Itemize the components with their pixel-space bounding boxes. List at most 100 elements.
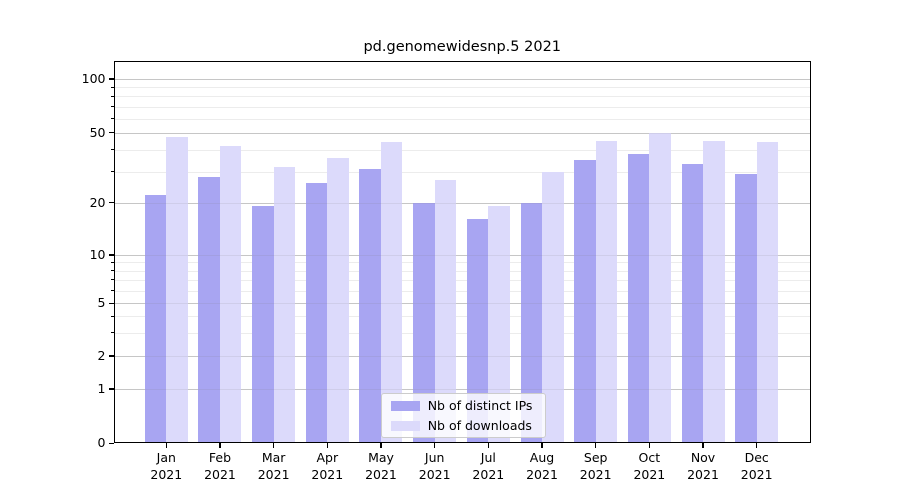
minor-gridline [113, 149, 811, 151]
bar-downloads [219, 145, 242, 444]
major-gridline [113, 202, 811, 204]
y-minor-tick-mark [111, 261, 114, 263]
y-minor-tick-mark [111, 86, 114, 88]
chart-title: pd.genomewidesnp.5 2021 [363, 39, 562, 55]
major-gridline [113, 356, 811, 357]
legend-swatch-downloads [390, 421, 420, 431]
x-tick-mark [595, 443, 597, 448]
legend-swatch-distinct-ips [390, 401, 420, 411]
y-minor-tick-mark [111, 315, 114, 317]
bar-distinct-ips [574, 159, 596, 444]
y-minor-tick-mark [111, 149, 114, 151]
x-tick-mark [756, 443, 758, 448]
bar-distinct-ips [144, 195, 167, 444]
bar-downloads [273, 166, 296, 444]
bar-downloads [327, 157, 349, 444]
y-tick-label: 50 [89, 124, 106, 140]
bar-downloads [756, 142, 779, 444]
y-tick-label: 2 [97, 348, 106, 363]
y-tick-mark [109, 388, 114, 390]
legend: Nb of distinct IPs Nb of downloads [380, 393, 547, 439]
gridline-overlay [113, 202, 811, 204]
bar-distinct-ips [735, 174, 757, 444]
minor-gridline [113, 279, 811, 281]
y-minor-tick-mark [111, 118, 114, 120]
bar-downloads [380, 142, 403, 444]
minor-gridline [113, 316, 811, 318]
x-tick-mark [487, 443, 489, 448]
x-tick-label: Jan 2021 [150, 450, 183, 482]
gridline-overlay [113, 303, 811, 305]
minor-gridline [113, 96, 811, 98]
major-gridline [113, 79, 811, 80]
minor-gridline [113, 332, 811, 334]
bar-distinct-ips [681, 164, 704, 444]
gridline-overlay [113, 132, 811, 134]
x-tick-label: Sep 2021 [579, 450, 612, 482]
x-tick-label: Mar 2021 [257, 450, 290, 482]
y-tick-mark [109, 302, 114, 304]
minor-gridline [113, 262, 811, 264]
legend-label-downloads: Nb of downloads [427, 418, 532, 434]
bar-distinct-ips [198, 176, 220, 444]
x-tick-mark [326, 443, 328, 448]
gridline-overlay [113, 79, 811, 80]
x-tick-label: Nov 2021 [687, 450, 719, 482]
legend-entry-downloads: Nb of downloads [390, 418, 537, 434]
bar-distinct-ips [305, 182, 328, 444]
x-tick-mark [219, 443, 221, 448]
y-minor-tick-mark [111, 95, 114, 97]
y-tick-label: 20 [89, 194, 106, 210]
y-minor-tick-mark [111, 270, 114, 272]
x-tick-mark [380, 443, 382, 448]
x-tick-label: May 2021 [365, 450, 397, 482]
minor-gridline [113, 270, 811, 272]
x-tick-label: Jul 2021 [472, 450, 505, 482]
x-tick-label: Jun 2021 [418, 450, 451, 482]
y-tick-mark [109, 254, 114, 256]
bar-distinct-ips [520, 202, 542, 444]
x-tick-label: Dec 2021 [740, 450, 773, 482]
minor-gridline [113, 87, 811, 89]
y-tick-label: 5 [97, 295, 106, 311]
y-tick-label: 0 [97, 435, 106, 451]
bar-downloads [649, 132, 671, 444]
bar-downloads [166, 137, 188, 444]
major-gridline [113, 255, 811, 256]
bar-distinct-ips [466, 219, 489, 444]
bar-distinct-ips [413, 202, 435, 444]
y-minor-tick-mark [111, 290, 114, 292]
y-minor-tick-mark [111, 106, 114, 108]
major-gridline [113, 389, 811, 390]
x-tick-mark [648, 443, 650, 448]
y-tick-mark [109, 442, 114, 444]
minor-gridline [113, 171, 811, 173]
y-minor-tick-mark [111, 171, 114, 173]
bar-downloads [434, 179, 457, 444]
bar-distinct-ips [252, 206, 274, 444]
x-tick-label: Oct 2021 [633, 450, 666, 482]
x-tick-label: Feb 2021 [204, 450, 236, 482]
y-tick-mark [109, 78, 114, 80]
x-tick-mark [273, 443, 275, 448]
x-tick-mark [165, 443, 167, 448]
bar-downloads [488, 206, 510, 444]
y-tick-mark [109, 355, 114, 357]
bar-distinct-ips [627, 153, 650, 444]
x-tick-label: Aug 2021 [526, 450, 558, 482]
x-tick-mark [434, 443, 436, 448]
y-minor-tick-mark [111, 279, 114, 281]
major-gridline [113, 303, 811, 305]
bar-downloads [703, 140, 725, 444]
y-tick-mark [109, 132, 114, 134]
x-tick-label: Apr 2021 [311, 450, 344, 482]
gridline-overlay [113, 356, 811, 357]
y-tick-label: 100 [81, 71, 106, 86]
y-minor-tick-mark [111, 332, 114, 334]
y-tick-label: 10 [89, 247, 106, 262]
minor-gridline [113, 290, 811, 292]
gridline-overlay [113, 389, 811, 390]
minor-gridline [113, 106, 811, 108]
legend-label-distinct-ips: Nb of distinct IPs [427, 398, 533, 414]
